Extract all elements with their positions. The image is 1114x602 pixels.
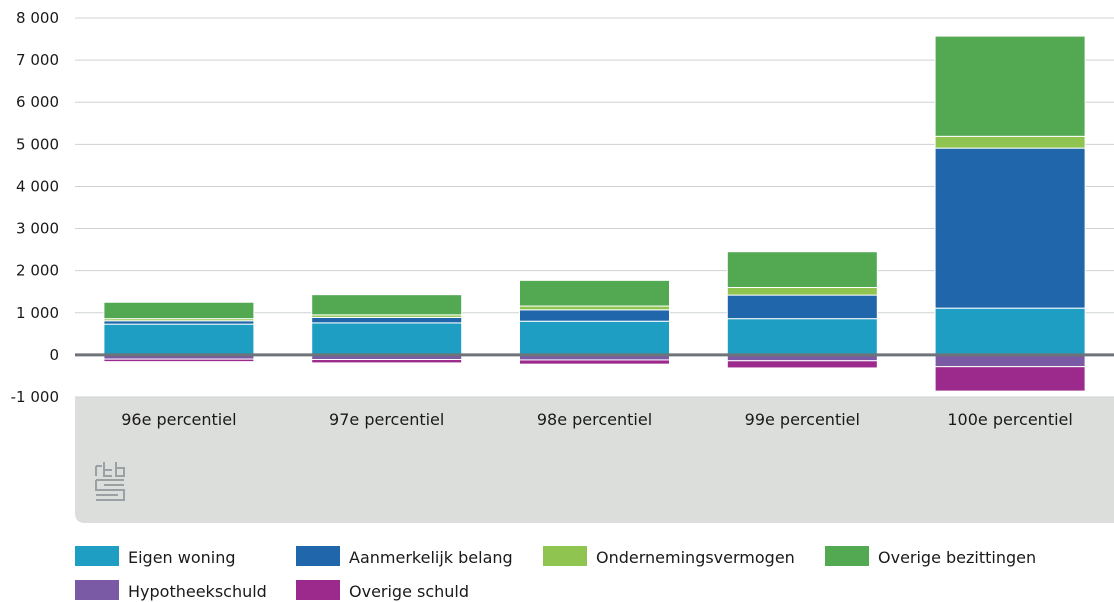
y-tick-label: 0 bbox=[49, 346, 59, 364]
legend-swatch bbox=[296, 580, 340, 600]
bar-segment bbox=[934, 147, 1086, 309]
legend-swatch bbox=[75, 580, 119, 600]
x-tick-label: 98e percentiel bbox=[537, 410, 652, 429]
bar-segment bbox=[311, 359, 463, 364]
bar-segment bbox=[519, 305, 670, 311]
legend-item: Eigen woning bbox=[75, 546, 236, 567]
legend-label: Aanmerkelijk belang bbox=[349, 548, 513, 567]
bar-segment bbox=[726, 318, 878, 356]
bar-segment bbox=[934, 35, 1086, 137]
legend-swatch bbox=[543, 546, 587, 566]
cbs-logo-icon bbox=[95, 462, 125, 501]
y-tick-label: 8 000 bbox=[16, 9, 59, 27]
y-tick-label: 4 000 bbox=[16, 177, 59, 195]
x-tick-label: 99e percentiel bbox=[745, 410, 860, 429]
x-tick-label: 96e percentiel bbox=[121, 410, 236, 429]
category-panel bbox=[75, 397, 1114, 523]
bar-segment bbox=[934, 354, 1086, 368]
bar-segment bbox=[103, 320, 255, 325]
legend-item: Ondernemingsvermogen bbox=[543, 546, 795, 567]
legend-label: Overige schuld bbox=[349, 582, 469, 601]
bars bbox=[103, 35, 1086, 392]
legend-item: Overige schuld bbox=[296, 580, 469, 601]
y-tick-label: 5 000 bbox=[16, 135, 59, 153]
bar-segment bbox=[519, 359, 670, 365]
legend-swatch bbox=[75, 546, 119, 566]
y-tick-label: 7 000 bbox=[16, 51, 59, 69]
legend-item: Overige bezittingen bbox=[825, 546, 1036, 567]
y-tick-label: 2 000 bbox=[16, 262, 59, 280]
y-tick-label: -1 000 bbox=[11, 388, 59, 406]
x-tick-label: 97e percentiel bbox=[329, 410, 444, 429]
legend-swatch bbox=[825, 546, 869, 566]
bar-segment bbox=[311, 322, 463, 356]
legend-label: Ondernemingsvermogen bbox=[596, 548, 795, 567]
bar-segment bbox=[103, 301, 255, 320]
bar-segment bbox=[519, 309, 670, 322]
y-tick-label: 1 000 bbox=[16, 304, 59, 322]
legend-label: Hypotheekschuld bbox=[128, 582, 267, 601]
legend: Eigen woning Aanmerkelijk belang Ondernemi… bbox=[75, 546, 1036, 601]
cbs-logo-mark bbox=[95, 462, 125, 501]
legend-item: Aanmerkelijk belang bbox=[296, 546, 513, 567]
legend-label: Overige bezittingen bbox=[878, 548, 1036, 567]
bar-segment bbox=[726, 294, 878, 320]
bar-segment bbox=[519, 320, 670, 356]
x-axis: 96e percentiel 97e percentiel 98e percenti… bbox=[121, 410, 1073, 429]
bar-segment bbox=[103, 358, 255, 363]
bar-segment bbox=[311, 294, 463, 316]
legend-item: Hypotheekschuld bbox=[75, 580, 267, 601]
x-tick-label: 100e percentiel bbox=[947, 410, 1072, 429]
bar-segment bbox=[726, 251, 878, 289]
y-tick-label: 3 000 bbox=[16, 220, 59, 238]
bar-segment bbox=[311, 316, 463, 324]
bar-segment bbox=[934, 135, 1086, 149]
bar-segment bbox=[103, 323, 255, 356]
bar-segment bbox=[519, 279, 670, 307]
bar-segment bbox=[726, 360, 878, 369]
legend-label: Eigen woning bbox=[128, 548, 236, 567]
y-axis: 8 000 7 000 6 000 5 000 4 000 3 000 2 000 1 000… bbox=[11, 9, 59, 406]
bar-segment bbox=[726, 287, 878, 296]
category-panel-layer bbox=[75, 397, 1114, 523]
legend-swatch bbox=[296, 546, 340, 566]
y-tick-label: 6 000 bbox=[16, 93, 59, 111]
bar-segment bbox=[934, 307, 1086, 356]
bar-segment bbox=[934, 366, 1086, 392]
